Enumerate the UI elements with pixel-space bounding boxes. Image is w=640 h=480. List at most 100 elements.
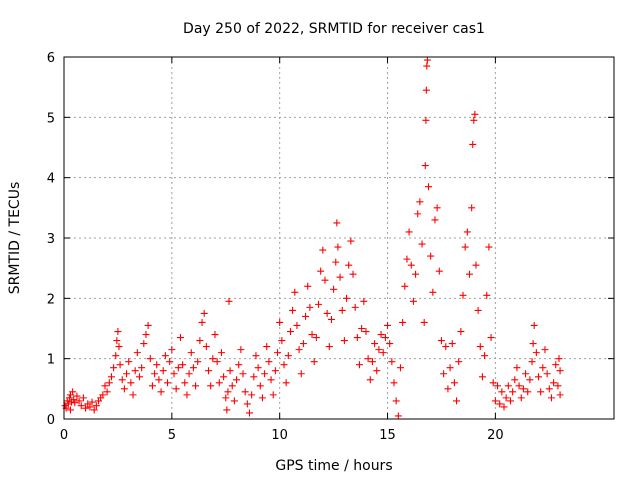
- data-point: [459, 291, 467, 299]
- data-point: [225, 297, 233, 305]
- data-point: [293, 321, 301, 329]
- data-point: [276, 318, 284, 326]
- x-tick-label: 15: [379, 428, 396, 443]
- data-point: [386, 340, 394, 348]
- data-point: [92, 402, 100, 410]
- data-point: [254, 364, 262, 372]
- data-point: [189, 364, 197, 372]
- data-point: [465, 270, 473, 278]
- data-point: [478, 373, 486, 381]
- data-point: [485, 243, 493, 251]
- data-point: [120, 385, 128, 393]
- data-point: [161, 352, 169, 360]
- data-point: [360, 297, 368, 305]
- data-point: [159, 367, 167, 375]
- data-point: [176, 334, 184, 342]
- data-point: [239, 370, 247, 378]
- data-point: [215, 379, 223, 387]
- y-tick-label: 3: [47, 232, 55, 247]
- data-point: [75, 397, 83, 405]
- data-point: [420, 318, 428, 326]
- data-point: [110, 364, 118, 372]
- data-point: [144, 321, 152, 329]
- data-point: [271, 367, 279, 375]
- data-point: [373, 367, 381, 375]
- y-axis-label: SRMTID / TECUs: [7, 182, 23, 295]
- y-tick-label: 2: [47, 292, 55, 307]
- data-point: [375, 346, 383, 354]
- data-point: [429, 288, 437, 296]
- data-point: [317, 267, 325, 275]
- data-point: [282, 379, 290, 387]
- data-point: [334, 243, 342, 251]
- data-point: [299, 340, 307, 348]
- data-point: [498, 388, 506, 396]
- data-point: [368, 358, 376, 366]
- data-point: [131, 367, 139, 375]
- data-point: [205, 367, 213, 375]
- data-point: [129, 391, 137, 399]
- data-point: [537, 388, 545, 396]
- data-point: [237, 346, 245, 354]
- data-point: [226, 367, 234, 375]
- data-point: [330, 285, 338, 293]
- data-point: [172, 385, 180, 393]
- data-points: [61, 56, 564, 420]
- data-point: [302, 312, 310, 320]
- data-point: [470, 116, 478, 124]
- data-point: [295, 346, 303, 354]
- data-point: [535, 373, 543, 381]
- data-point: [235, 361, 243, 369]
- data-point: [336, 273, 344, 281]
- data-point: [66, 406, 74, 414]
- data-point: [230, 397, 238, 405]
- x-axis-label: GPS time / hours: [275, 458, 392, 474]
- data-point: [437, 337, 445, 345]
- data-point: [377, 331, 385, 339]
- data-point: [541, 346, 549, 354]
- data-point: [174, 364, 182, 372]
- data-point: [170, 370, 178, 378]
- data-point: [113, 337, 121, 345]
- data-point: [450, 379, 458, 387]
- data-point: [107, 373, 115, 381]
- data-point: [474, 306, 482, 314]
- data-point: [444, 385, 452, 393]
- data-point: [453, 397, 461, 405]
- data-point: [151, 370, 159, 378]
- data-point: [146, 355, 154, 363]
- data-point: [422, 116, 430, 124]
- data-point: [416, 198, 424, 206]
- data-point: [394, 412, 402, 420]
- data-point: [153, 361, 161, 369]
- data-point: [105, 379, 113, 387]
- data-point: [423, 56, 431, 64]
- data-point: [286, 328, 294, 336]
- grid-lines: [64, 57, 614, 419]
- data-point: [155, 376, 163, 384]
- data-point: [405, 228, 413, 236]
- data-point: [446, 364, 454, 372]
- data-point: [321, 276, 329, 284]
- data-point: [489, 379, 497, 387]
- data-point: [123, 370, 131, 378]
- data-point: [79, 394, 87, 402]
- plot-frame: [63, 56, 615, 420]
- data-point: [289, 306, 297, 314]
- data-point: [217, 349, 225, 357]
- data-point: [101, 382, 109, 390]
- data-point: [556, 391, 564, 399]
- data-point: [284, 352, 292, 360]
- data-point: [263, 343, 271, 351]
- data-point: [414, 210, 422, 218]
- data-point: [135, 373, 143, 381]
- data-point: [431, 216, 439, 224]
- data-point: [164, 379, 172, 387]
- data-point: [515, 382, 523, 390]
- data-point: [381, 334, 389, 342]
- data-point: [115, 343, 123, 351]
- data-point: [468, 204, 476, 212]
- data-point: [248, 391, 256, 399]
- data-point: [513, 364, 521, 372]
- chart-title: Day 250 of 2022, SRMTID for receiver cas…: [183, 21, 485, 37]
